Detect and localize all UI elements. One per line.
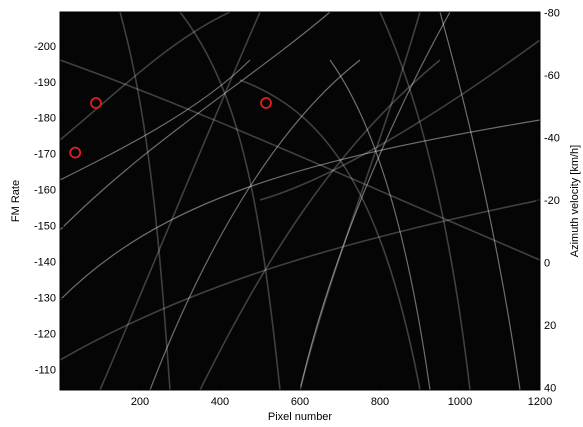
x-tick-label: 1000 [448, 396, 472, 408]
y2-tick-label: 40 [544, 382, 556, 394]
x-tick-label: 200 [131, 396, 149, 408]
image-texture [60, 12, 540, 390]
y2-axis-label: Azimuth velocity [km/h] [569, 145, 581, 257]
x-tick-label: 800 [371, 396, 389, 408]
y-tick-label: -140 [34, 257, 56, 269]
y-tick-label: -200 [34, 41, 56, 53]
y2-tick-label: -40 [544, 132, 560, 144]
y-axis-label: FM Rate [10, 180, 22, 222]
y2-tick-label: -20 [544, 195, 560, 207]
y-tick-label: -150 [34, 221, 56, 233]
y2-tick-label: 20 [544, 320, 556, 332]
y-tick-label: -170 [34, 149, 56, 161]
x-tick-label: 400 [211, 396, 229, 408]
y-tick-label: -130 [34, 293, 56, 305]
y2-tick-label: 0 [544, 257, 550, 269]
y-tick-label: -160 [34, 185, 56, 197]
plot-area [60, 12, 540, 390]
y-tick-label: -120 [34, 329, 56, 341]
x-axis-label: Pixel number [268, 411, 333, 423]
y-tick-label: -180 [34, 113, 56, 125]
y2-tick-label: -60 [544, 70, 560, 82]
x-tick-label: 1200 [528, 396, 552, 408]
point [260, 97, 272, 109]
y2-tick-label: -80 [544, 7, 560, 19]
y-tick-label: -110 [35, 364, 56, 376]
point [90, 97, 102, 109]
x-tick-label: 600 [291, 396, 309, 408]
y-tick-label: -190 [34, 77, 56, 89]
point [69, 146, 82, 159]
